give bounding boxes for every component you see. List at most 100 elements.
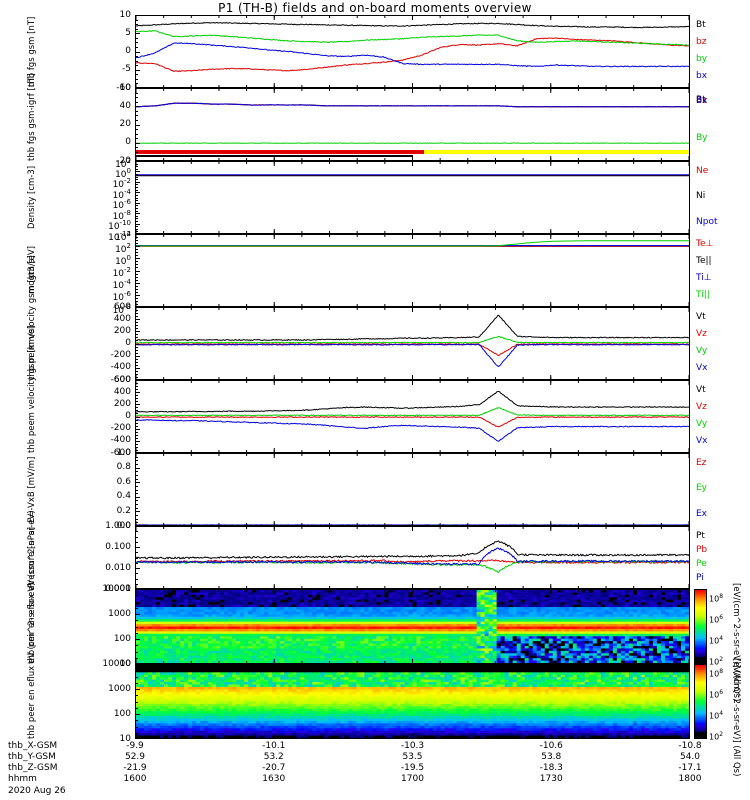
ytick-minor: [135, 92, 138, 94]
ytick-label: 0.4: [116, 491, 131, 502]
ytick-minor: [135, 525, 138, 526]
panel-peer-en-eflux[interactable]: [135, 664, 690, 739]
ytick-minor: [135, 386, 138, 388]
panel-fgs-gsm[interactable]: [135, 15, 690, 88]
axis-tick-thb_Z-GSM: -17.1: [678, 763, 702, 773]
panel-fgs-gsm-igrf[interactable]: [135, 88, 690, 161]
panel-peem-velocity-gsm[interactable]: [135, 380, 690, 453]
ytick-label: 20: [119, 119, 131, 129]
ytick-minor: [135, 349, 138, 351]
ytick-minor: [135, 74, 138, 76]
ytick-label: 10-2: [112, 266, 131, 279]
ytick-minor: [135, 246, 138, 248]
ytick-minor: [135, 562, 138, 564]
ytick-minor: [135, 541, 138, 543]
ytick-minor: [135, 355, 138, 357]
ytick-minor: [135, 358, 138, 360]
legend-density-Ne: Ne: [696, 166, 709, 176]
ytick-minor: [135, 228, 138, 230]
ytick-minor: [135, 282, 138, 284]
axis-tick-hhmm: 1700: [401, 774, 424, 784]
ytick-minor: [135, 373, 138, 375]
ytick-minor: [135, 485, 138, 487]
ytick-minor: [135, 151, 138, 153]
series-Pt: [136, 540, 689, 560]
colorbar-tick: 108: [709, 668, 724, 679]
panel-e-field[interactable]: [135, 453, 690, 526]
ytick-label: 200: [113, 325, 131, 336]
panel-mom-t3[interactable]: [135, 234, 690, 307]
ytick-label: 10: [119, 658, 131, 669]
ytick-minor: [135, 573, 138, 575]
ytick-label: 100: [115, 253, 131, 267]
ytick-minor: [135, 732, 138, 734]
ytick-minor: [135, 380, 138, 381]
ytick-minor: [135, 657, 138, 659]
ytick-minor: [135, 453, 138, 454]
legend-mom-t3-Te: Te⊥: [696, 239, 714, 249]
ytick-minor: [135, 303, 138, 305]
panel-pressure[interactable]: [135, 526, 690, 589]
ytick-minor: [135, 446, 138, 448]
ytick-minor: [135, 522, 138, 524]
ytick-minor: [135, 367, 138, 369]
legend-peim-velocity-gsm-Vx: Vx: [696, 362, 708, 373]
status-bar: [423, 150, 689, 154]
legend-pressure-Pi: Pi: [696, 573, 704, 584]
ytick-minor: [135, 437, 138, 439]
ytick-label: -600: [110, 374, 131, 385]
ytick-label: 10-4: [112, 187, 131, 201]
ytick-minor: [135, 258, 138, 260]
ytick-label: 10-6: [112, 198, 131, 212]
ytick-minor: [135, 343, 138, 345]
ytick-minor: [135, 413, 138, 415]
ytick-label: -10: [116, 82, 131, 93]
ytick-minor: [135, 243, 138, 245]
ytick-minor: [135, 392, 138, 394]
ytick-minor: [135, 645, 138, 647]
ytick-minor: [135, 738, 138, 739]
ytick-minor: [135, 478, 138, 480]
ytick-minor: [135, 395, 138, 397]
ytick-label: 1000: [108, 608, 131, 619]
panel-density[interactable]: [135, 161, 690, 234]
ytick-minor: [135, 346, 138, 348]
legend-pressure-Pe: Pe: [696, 559, 707, 570]
ytick-minor: [135, 504, 138, 506]
ytick-label: 0.001: [105, 583, 131, 594]
ytick-label: 102: [115, 156, 131, 170]
legend-peim-velocity-gsm-Vy: Vy: [696, 345, 708, 356]
ytick-minor: [135, 316, 138, 318]
ytick-minor: [135, 389, 138, 391]
legend-mom-t3-Te: Te||: [696, 255, 712, 266]
ytick-minor: [135, 328, 138, 330]
colorbar-tick: 106: [709, 689, 724, 700]
ytick-label: 0: [125, 338, 131, 348]
colorbar-tick: 104: [709, 710, 724, 721]
ytick-minor: [135, 670, 138, 672]
ytick-label: 10000: [102, 658, 131, 669]
ytick-minor: [135, 51, 138, 53]
ytick-minor: [135, 46, 138, 48]
panel-peim-velocity-gsm[interactable]: [135, 307, 690, 380]
panel-peir-en-eflux[interactable]: [135, 589, 690, 664]
ytick-minor: [135, 15, 138, 16]
ytick-label: 0.100: [105, 541, 131, 552]
ytick-minor: [135, 24, 138, 26]
ytick-minor: [135, 601, 138, 603]
ytick-minor: [135, 489, 138, 491]
ytick-minor: [135, 234, 138, 235]
series-Vx: [136, 419, 689, 442]
ytick-minor: [135, 496, 138, 498]
ytick-minor: [135, 181, 138, 183]
ytick-minor: [135, 202, 138, 204]
ytick-minor: [135, 310, 138, 312]
colorbar-title: [eV/(cm^2-s-sr-eV)] (All Qs): [731, 583, 741, 702]
series-Vx: [136, 343, 689, 367]
series-By: [136, 142, 689, 144]
axis-tick-thb_X-GSM: -10.3: [400, 741, 425, 751]
legend-density-Ni: Ni: [696, 191, 706, 202]
ytick-minor: [135, 138, 138, 140]
ytick-minor: [135, 407, 138, 409]
ytick-label: -200: [110, 350, 131, 361]
